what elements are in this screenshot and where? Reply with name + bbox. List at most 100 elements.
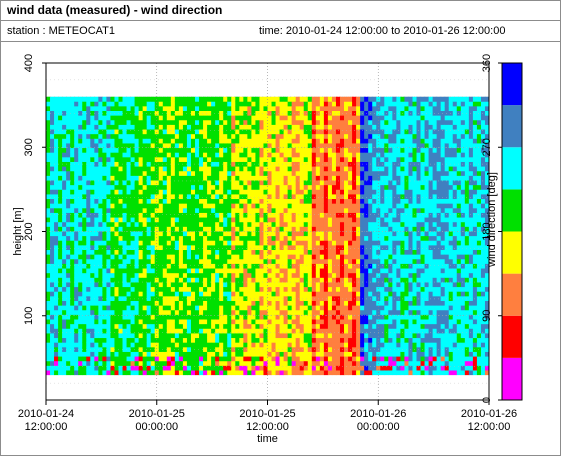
heatmap-cell bbox=[86, 337, 91, 343]
heatmap-cell bbox=[190, 333, 196, 339]
heatmap-cell bbox=[352, 249, 357, 255]
heatmap-cell bbox=[142, 323, 148, 329]
heatmap-cell bbox=[275, 351, 280, 357]
heatmap-cell bbox=[82, 244, 87, 251]
heatmap-cell bbox=[344, 272, 349, 278]
heatmap-cell bbox=[219, 231, 224, 237]
heatmap-cell bbox=[178, 351, 184, 357]
heatmap-cell bbox=[46, 305, 51, 311]
heatmap-cell bbox=[219, 240, 224, 246]
heatmap-cell bbox=[348, 240, 353, 246]
heatmap-cell bbox=[58, 268, 63, 274]
heatmap-cell bbox=[331, 115, 337, 121]
heatmap-cell bbox=[356, 342, 361, 348]
heatmap-cell bbox=[78, 96, 83, 102]
heatmap-cell bbox=[78, 356, 83, 362]
heatmap-cell bbox=[247, 129, 252, 135]
heatmap-cell bbox=[364, 360, 369, 366]
heatmap-cell bbox=[311, 258, 317, 264]
heatmap-cell bbox=[323, 282, 329, 288]
heatmap-cell bbox=[243, 133, 248, 139]
heatmap-cell bbox=[327, 119, 333, 125]
heatmap-cell bbox=[356, 138, 361, 144]
heatmap-cell bbox=[299, 105, 305, 111]
heatmap-cell bbox=[247, 305, 252, 311]
heatmap-cell bbox=[110, 133, 115, 139]
heatmap-cell bbox=[339, 105, 345, 111]
heatmap-cell bbox=[50, 189, 55, 195]
heatmap-cell bbox=[291, 156, 297, 162]
heatmap-cell bbox=[360, 133, 365, 139]
heatmap-cell bbox=[126, 124, 131, 130]
heatmap-cell bbox=[271, 110, 276, 116]
heatmap-cell bbox=[235, 110, 240, 116]
heatmap-cell bbox=[190, 115, 196, 121]
heatmap-cell bbox=[138, 129, 144, 135]
heatmap-cell bbox=[154, 263, 160, 269]
heatmap-cell bbox=[368, 291, 373, 297]
heatmap-cell bbox=[90, 337, 95, 343]
heatmap-cell bbox=[307, 328, 313, 334]
heatmap-cell bbox=[360, 166, 365, 172]
heatmap-cell bbox=[207, 346, 212, 352]
heatmap-cell bbox=[126, 194, 131, 200]
heatmap-cell bbox=[227, 323, 232, 329]
heatmap-cell bbox=[247, 263, 252, 269]
heatmap-cell bbox=[78, 277, 83, 283]
heatmap-cell bbox=[66, 258, 71, 264]
heatmap-cell bbox=[130, 175, 135, 181]
heatmap-cell bbox=[74, 240, 79, 246]
heatmap-cell bbox=[154, 212, 160, 218]
heatmap-cell bbox=[307, 133, 313, 139]
heatmap-cell bbox=[158, 105, 164, 111]
heatmap-cell bbox=[62, 258, 67, 264]
heatmap-cell bbox=[78, 143, 83, 149]
heatmap-cell bbox=[283, 129, 289, 135]
heatmap-cell bbox=[114, 133, 119, 139]
heatmap-cell bbox=[352, 309, 357, 315]
heatmap-cell bbox=[50, 203, 55, 209]
heatmap-cell bbox=[102, 161, 107, 167]
heatmap-cell bbox=[182, 194, 188, 200]
heatmap-cell bbox=[114, 235, 119, 241]
heatmap-cell bbox=[82, 268, 87, 274]
heatmap-cell bbox=[158, 119, 164, 125]
heatmap-cell bbox=[352, 328, 357, 334]
heatmap-cell bbox=[251, 356, 256, 362]
heatmap-cell bbox=[271, 152, 276, 158]
heatmap-cell bbox=[122, 156, 127, 162]
heatmap-cell bbox=[90, 124, 95, 130]
heatmap-cell bbox=[126, 305, 131, 311]
heatmap-cell bbox=[150, 300, 156, 306]
heatmap-cell bbox=[247, 342, 252, 348]
heatmap-cell bbox=[82, 207, 87, 213]
heatmap-cell bbox=[231, 258, 236, 264]
heatmap-cell bbox=[364, 309, 369, 315]
heatmap-cell bbox=[315, 194, 321, 200]
heatmap-cell bbox=[227, 309, 232, 315]
heatmap-cell bbox=[348, 277, 353, 283]
heatmap-cell bbox=[54, 217, 59, 223]
heatmap-cell bbox=[122, 161, 127, 167]
heatmap-cell bbox=[150, 152, 156, 158]
heatmap-cell bbox=[110, 333, 115, 339]
heatmap-cell bbox=[299, 217, 305, 223]
heatmap-cell bbox=[150, 110, 156, 116]
heatmap-cell bbox=[207, 300, 212, 306]
heatmap-cell bbox=[146, 244, 152, 251]
heatmap-cell bbox=[364, 194, 369, 200]
heatmap-cell bbox=[102, 207, 107, 213]
heatmap-cell bbox=[271, 115, 276, 121]
heatmap-cell bbox=[319, 351, 325, 357]
heatmap-cell bbox=[90, 147, 95, 153]
heatmap-cell bbox=[251, 272, 256, 278]
heatmap-cell bbox=[90, 235, 95, 241]
heatmap-cell bbox=[70, 291, 75, 297]
heatmap-cell bbox=[162, 360, 168, 366]
heatmap-cell bbox=[235, 240, 240, 246]
heatmap-cell bbox=[126, 351, 131, 357]
heatmap-cell bbox=[203, 189, 208, 195]
heatmap-cell bbox=[231, 254, 236, 260]
heatmap-cell bbox=[352, 129, 357, 135]
heatmap-cell bbox=[331, 212, 337, 218]
